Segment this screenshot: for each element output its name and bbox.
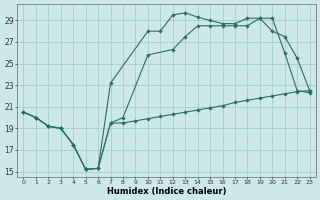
X-axis label: Humidex (Indice chaleur): Humidex (Indice chaleur) xyxy=(107,187,226,196)
